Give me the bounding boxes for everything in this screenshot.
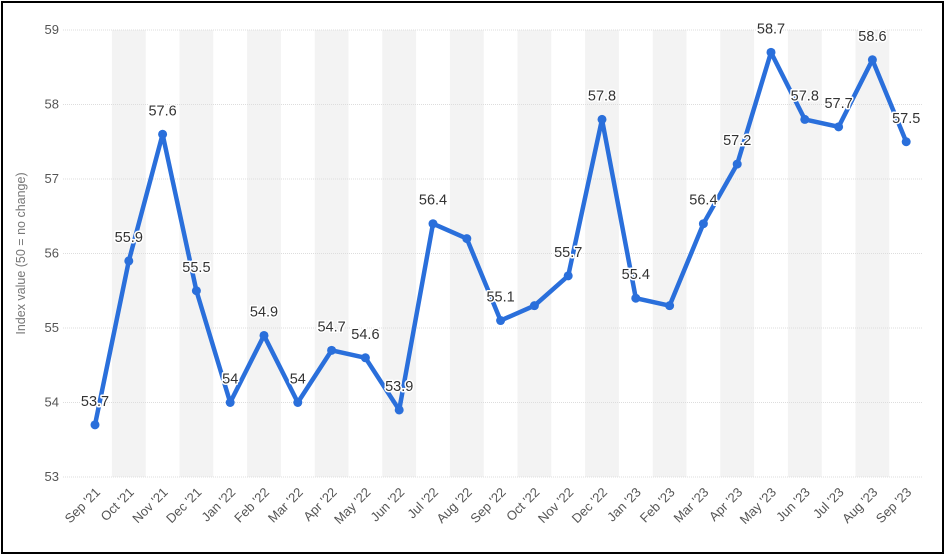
data-point xyxy=(191,286,201,296)
data-label: 58.6 xyxy=(858,29,886,45)
data-label: 56.4 xyxy=(689,193,717,209)
data-point xyxy=(766,47,776,57)
data-point xyxy=(834,122,844,132)
y-tick-label: 53 xyxy=(45,469,59,484)
data-point xyxy=(158,129,168,139)
x-tick-label: Sep '22 xyxy=(467,485,508,526)
data-point xyxy=(428,219,438,229)
data-points xyxy=(90,47,911,430)
x-tick-label: Jan '22 xyxy=(198,485,238,525)
y-tick-label: 57 xyxy=(45,171,59,186)
data-point xyxy=(867,55,877,65)
x-tick-label: Sep '23 xyxy=(873,485,914,526)
data-label: 54.6 xyxy=(351,327,379,343)
column-band xyxy=(179,30,214,477)
data-label: 55.9 xyxy=(115,230,143,246)
data-point xyxy=(462,234,472,244)
x-tick-label: Feb '22 xyxy=(231,485,272,526)
column-band xyxy=(855,30,890,477)
x-tick-label: Jan '23 xyxy=(604,485,644,525)
data-point xyxy=(496,316,506,326)
column-bands xyxy=(111,30,890,477)
y-tick-label: 58 xyxy=(45,97,59,112)
y-tick-labels: 53 54 55 56 57 58 59 xyxy=(45,22,59,484)
data-point xyxy=(360,353,370,363)
data-label: 54 xyxy=(290,372,306,388)
data-point xyxy=(327,345,337,355)
data-label: 57.8 xyxy=(588,88,616,104)
x-tick-label: Nov '21 xyxy=(129,485,170,526)
x-tick-label: May '23 xyxy=(737,485,780,528)
x-tick-label: Jun '23 xyxy=(773,485,813,525)
data-point xyxy=(597,114,607,124)
x-tick-label: Mar '22 xyxy=(265,485,306,526)
series-line xyxy=(92,50,909,428)
data-label: 57.5 xyxy=(892,111,920,127)
data-point xyxy=(259,330,269,340)
data-label: 56.4 xyxy=(419,193,447,209)
data-point xyxy=(563,271,573,281)
y-axis-label: Index value (50 = no change) xyxy=(14,172,28,334)
x-tick-label: Sep '21 xyxy=(62,485,103,526)
data-point xyxy=(90,420,100,430)
y-tick-label: 56 xyxy=(45,246,59,261)
data-labels: 53.7 55.9 57.6 55.5 54 54.9 54 54.7 54.6 53.9 56.4… xyxy=(79,20,921,412)
data-point xyxy=(732,159,742,169)
data-label: 55.4 xyxy=(622,267,650,283)
data-point xyxy=(529,301,539,311)
line-chart: 53 54 55 56 57 58 59 Index value (50 = no chan… xyxy=(14,20,923,528)
x-tick-label: Dec '22 xyxy=(569,485,610,526)
x-tick-label: May '22 xyxy=(331,485,374,528)
data-point xyxy=(225,398,235,407)
data-point xyxy=(124,256,134,266)
y-tick-label: 54 xyxy=(45,395,59,410)
x-tick-label: Nov '22 xyxy=(535,485,576,526)
data-label: 57.7 xyxy=(824,96,852,112)
x-tick-label: Aug '23 xyxy=(839,485,880,526)
data-label: 57.6 xyxy=(148,103,176,119)
x-tick-label: Mar '23 xyxy=(671,485,712,526)
x-tick-label: Feb '23 xyxy=(637,485,678,526)
y-tick-label: 55 xyxy=(45,320,59,335)
y-tick-label: 59 xyxy=(45,22,59,37)
data-point xyxy=(800,114,810,124)
data-point xyxy=(665,301,675,311)
column-band xyxy=(449,30,484,477)
data-point xyxy=(698,219,708,229)
data-label: 53.9 xyxy=(385,379,413,395)
data-label: 54.9 xyxy=(250,304,278,320)
data-point xyxy=(901,137,911,147)
data-label: 54 xyxy=(222,372,238,388)
x-tick-label: Dec '21 xyxy=(163,485,204,526)
x-tick-label: Aug '22 xyxy=(433,485,474,526)
data-label: 53.7 xyxy=(81,394,109,410)
data-point xyxy=(394,405,404,415)
gridlines xyxy=(63,29,923,478)
data-label: 55.1 xyxy=(486,290,514,306)
column-band xyxy=(517,30,552,477)
x-tick-label: Jun '22 xyxy=(367,485,407,525)
data-label: 58.7 xyxy=(757,21,785,37)
data-point xyxy=(631,293,641,303)
data-point xyxy=(293,398,303,407)
data-label: 55.7 xyxy=(554,245,582,261)
data-label: 55.5 xyxy=(182,260,210,276)
data-label: 57.2 xyxy=(723,133,751,149)
data-label: 54.7 xyxy=(317,319,345,335)
data-label: 57.8 xyxy=(791,88,819,104)
